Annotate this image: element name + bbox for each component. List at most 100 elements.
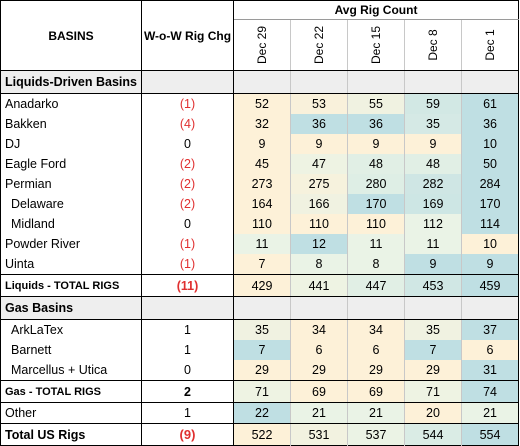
rig-count-cell: 429	[233, 274, 291, 297]
wow-change-value: 0	[141, 134, 234, 154]
rig-count-cell: 447	[347, 274, 405, 297]
basin-name: Anadarko	[0, 93, 142, 114]
date-header: Dec 15	[347, 19, 405, 71]
wow-change-value: (2)	[141, 194, 234, 214]
wow-change-value: 0	[141, 214, 234, 234]
rig-count-cell: 7	[233, 254, 291, 275]
rig-count-cell: 35	[404, 114, 462, 134]
rig-count-cell: 69	[290, 380, 348, 403]
rig-count-cell: 21	[460, 402, 519, 424]
rig-count-cell: 69	[347, 380, 405, 403]
rig-count-cell: 169	[404, 194, 462, 214]
rig-count-cell: 11	[347, 234, 405, 254]
rig-count-cell: 9	[233, 134, 291, 154]
basin-name: Other	[0, 402, 142, 424]
rig-count-cell: 522	[233, 423, 291, 446]
basin-row: Powder River (1) 11 12 11 11 10	[0, 234, 519, 254]
rig-count-cell: 9	[347, 134, 405, 154]
wow-change-value: (1)	[141, 254, 234, 275]
basin-row: Barnett 1 7 6 6 7 6	[0, 340, 519, 360]
rig-count-cell: 9	[460, 254, 519, 275]
basin-name: Permian	[0, 174, 142, 194]
date-header: Dec 8	[404, 19, 462, 71]
rig-count-cell: 280	[347, 174, 405, 194]
basin-row: ArkLaTex 1 35 34 34 35 37	[0, 319, 519, 340]
rig-count-cell: 9	[290, 134, 348, 154]
rig-count-cell: 55	[347, 93, 405, 114]
section-header-row: Liquids-Driven Basins	[0, 70, 519, 94]
rig-count-cell: 36	[347, 114, 405, 134]
section-title: Liquids-Driven Basins	[0, 70, 142, 94]
wow-change-value: (9)	[141, 423, 234, 446]
rig-count-cell: 29	[290, 360, 348, 381]
rig-count-cell: 45	[233, 154, 291, 174]
rig-count-cell: 112	[404, 214, 462, 234]
basin-row: Delaware (2) 164 166 170 169 170	[0, 194, 519, 214]
rig-count-cell: 22	[233, 402, 291, 424]
rig-count-cell: 31	[460, 360, 519, 381]
section-spacer	[141, 70, 234, 94]
rig-count-cell: 48	[347, 154, 405, 174]
wow-change-value: (2)	[141, 174, 234, 194]
rig-count-cell: 59	[404, 93, 462, 114]
rig-count-cell: 61	[460, 93, 519, 114]
section-header-row: Gas Basins	[0, 296, 519, 320]
rig-count-cell: 6	[347, 340, 405, 360]
rig-count-cell: 36	[460, 114, 519, 134]
wow-change-value: (2)	[141, 154, 234, 174]
wow-change-value: 1	[141, 402, 234, 424]
total-label: Gas - TOTAL RIGS	[0, 380, 142, 403]
rig-count-cell: 166	[290, 194, 348, 214]
basin-name: Delaware	[0, 194, 142, 214]
rig-count-cell: 32	[233, 114, 291, 134]
basin-name: Barnett	[0, 340, 142, 360]
rig-count-cell: 10	[460, 134, 519, 154]
total-row: Total US Rigs (9) 522 531 537 544 554	[0, 423, 519, 446]
rig-count-cell: 71	[404, 380, 462, 403]
rig-count-cell: 21	[347, 402, 405, 424]
date-header: Dec 1	[460, 19, 519, 71]
rig-count-cell: 275	[290, 174, 348, 194]
rig-count-cell: 282	[404, 174, 462, 194]
basin-row: DJ 0 9 9 9 9 10	[0, 134, 519, 154]
total-label: Total US Rigs	[0, 423, 142, 446]
rig-count-cell: 9	[404, 254, 462, 275]
rig-count-cell: 12	[290, 234, 348, 254]
rig-count-cell: 53	[290, 93, 348, 114]
wow-change-value: 2	[141, 380, 234, 403]
rig-count-cell: 170	[460, 194, 519, 214]
rig-count-cell: 453	[404, 274, 462, 297]
basin-row: Anadarko (1) 52 53 55 59 61	[0, 93, 519, 114]
basin-name: Eagle Ford	[0, 154, 142, 174]
rig-count-cell: 164	[233, 194, 291, 214]
date-header: Dec 22	[290, 19, 348, 71]
rig-count-cell: 29	[347, 360, 405, 381]
section-spacer	[404, 296, 462, 320]
basin-row: Eagle Ford (2) 45 47 48 48 50	[0, 154, 519, 174]
rig-count-cell: 11	[233, 234, 291, 254]
wow-change-value: (11)	[141, 274, 234, 297]
basin-row: Other 1 22 21 21 20 21	[0, 402, 519, 424]
wow-change-value: 0	[141, 360, 234, 381]
basin-row: Midland 0 110 110 110 112 114	[0, 214, 519, 234]
rig-count-cell: 34	[290, 319, 348, 340]
rig-count-cell: 29	[404, 360, 462, 381]
wow-change-value: (4)	[141, 114, 234, 134]
rig-count-cell: 170	[347, 194, 405, 214]
rig-count-cell: 554	[460, 423, 519, 446]
section-title: Gas Basins	[0, 296, 142, 320]
rig-count-cell: 7	[233, 340, 291, 360]
wow-change-value: (1)	[141, 234, 234, 254]
basin-name: Powder River	[0, 234, 142, 254]
basin-row: Bakken (4) 32 36 36 35 36	[0, 114, 519, 134]
basin-name: Uinta	[0, 254, 142, 275]
rig-count-cell: 544	[404, 423, 462, 446]
basins-header: BASINS	[0, 0, 142, 71]
rig-count-cell: 284	[460, 174, 519, 194]
rig-count-cell: 36	[290, 114, 348, 134]
section-spacer	[347, 296, 405, 320]
section-spacer	[233, 296, 291, 320]
rig-count-cell: 273	[233, 174, 291, 194]
basin-name: DJ	[0, 134, 142, 154]
